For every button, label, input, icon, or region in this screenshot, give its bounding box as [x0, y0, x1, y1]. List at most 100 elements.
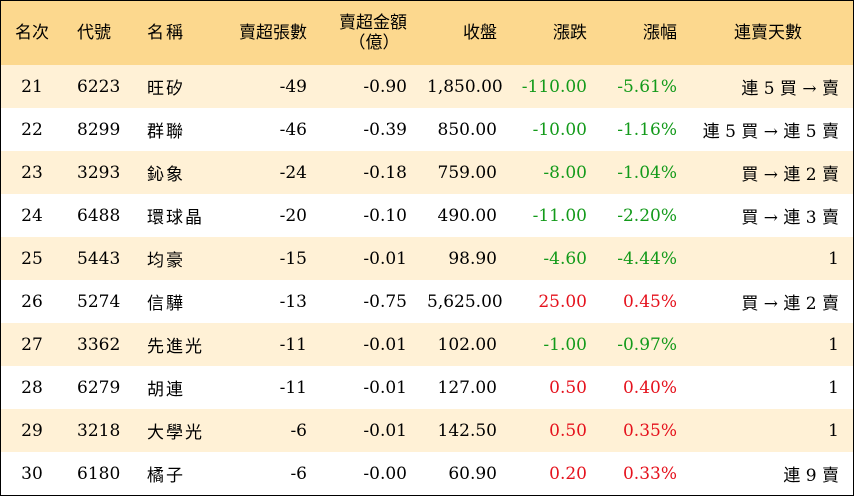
change-cell: 0.20 [549, 463, 587, 484]
sell-lots-cell: -46 [279, 119, 307, 140]
change-pct-cell: 0.40% [622, 377, 677, 398]
table-row: 28 6279 胡連 -11 -0.01 127.00 0.50 0.40% 1 [1, 366, 853, 409]
close-cell: 490.00 [437, 205, 497, 226]
header-sell-lots: 賣超張數 [239, 23, 307, 43]
sell-amount-cell: -0.01 [363, 248, 407, 269]
close-cell: 98.90 [448, 248, 497, 269]
close-cell: 5,625.00 [427, 291, 503, 312]
name-cell: 大學光 [147, 423, 204, 443]
sell-lots-cell: -6 [290, 463, 307, 484]
header-change: 漲跌 [553, 23, 587, 43]
change-cell: 0.50 [549, 420, 587, 441]
streak-cell: 1 [828, 248, 839, 269]
sell-lots-cell: -49 [279, 76, 307, 97]
change-pct-cell: 0.35% [622, 420, 677, 441]
rank-cell: 22 [21, 119, 43, 140]
header-sell-amount-line2: （億） [348, 33, 400, 53]
code-cell: 5443 [77, 248, 121, 269]
code-cell: 3293 [77, 162, 121, 183]
code-cell: 6488 [77, 205, 121, 226]
streak-cell: 連 9 賣 [783, 466, 839, 486]
sell-lots-cell: -6 [290, 420, 307, 441]
header-name: 名稱 [147, 23, 185, 43]
rank-cell: 23 [21, 162, 43, 183]
change-cell: -11.00 [532, 205, 587, 226]
rank-cell: 30 [21, 463, 43, 484]
code-cell: 6180 [77, 463, 121, 484]
rank-cell: 29 [21, 420, 43, 441]
table-row: 29 3218 大學光 -6 -0.01 142.50 0.50 0.35% 1 [1, 409, 853, 452]
name-cell: 群聯 [147, 122, 185, 142]
name-cell: 旺矽 [147, 79, 185, 99]
streak-cell: 1 [828, 334, 839, 355]
change-cell: 0.50 [549, 377, 587, 398]
rank-cell: 25 [21, 248, 43, 269]
change-pct-cell: 0.45% [622, 291, 677, 312]
change-cell: -1.00 [543, 334, 587, 355]
sell-lots-cell: -20 [279, 205, 307, 226]
header-change-pct: 漲幅 [643, 23, 677, 43]
streak-cell: 買 → 連 3 賣 [741, 208, 839, 228]
rank-cell: 21 [21, 76, 43, 97]
change-pct-cell: 0.33% [622, 463, 677, 484]
sell-amount-cell: -0.01 [363, 334, 407, 355]
header-rank: 名次 [15, 23, 49, 43]
code-cell: 6223 [77, 76, 121, 97]
streak-cell: 1 [828, 420, 839, 441]
close-cell: 60.90 [448, 463, 497, 484]
sell-amount-cell: -0.75 [363, 291, 407, 312]
name-cell: 先進光 [147, 337, 204, 357]
name-cell: 胡連 [147, 380, 185, 400]
name-cell: 橘子 [147, 466, 185, 486]
close-cell: 1,850.00 [427, 76, 503, 97]
change-pct-cell: -1.04% [617, 162, 677, 183]
sell-lots-cell: -13 [279, 291, 307, 312]
sell-amount-cell: -0.39 [363, 119, 407, 140]
name-cell: 信驊 [147, 294, 185, 314]
change-pct-cell: -5.61% [617, 76, 677, 97]
close-cell: 102.00 [437, 334, 497, 355]
sell-amount-cell: -0.90 [363, 76, 407, 97]
table-header-row: 名次 代號 名稱 賣超張數 賣超金額 （億） 收盤 漲跌 漲幅 連賣天數 [1, 1, 853, 65]
rank-cell: 26 [21, 291, 43, 312]
table-row: 21 6223 旺矽 -49 -0.90 1,850.00 -110.00 -5.61% 連 5… [1, 65, 853, 108]
sell-lots-cell: -11 [279, 334, 307, 355]
header-close: 收盤 [463, 23, 497, 43]
close-cell: 759.00 [437, 162, 497, 183]
table-row: 30 6180 橘子 -6 -0.00 60.90 0.20 0.33% 連 9 賣 [1, 452, 853, 495]
table-row: 27 3362 先進光 -11 -0.01 102.00 -1.00 -0.97% 1 [1, 323, 853, 366]
sell-lots-cell: -11 [279, 377, 307, 398]
table-body: 21 6223 旺矽 -49 -0.90 1,850.00 -110.00 -5.61% 連 5… [1, 65, 853, 495]
sell-lots-cell: -24 [279, 162, 307, 183]
streak-cell: 買 → 連 2 賣 [741, 165, 839, 185]
rank-cell: 28 [21, 377, 43, 398]
change-cell: 25.00 [538, 291, 587, 312]
table-row: 23 3293 鈊象 -24 -0.18 759.00 -8.00 -1.04% 買 → 連 2… [1, 151, 853, 194]
table-row: 22 8299 群聯 -46 -0.39 850.00 -10.00 -1.16% 連 5 買 … [1, 108, 853, 151]
table-row: 24 6488 環球晶 -20 -0.10 490.00 -11.00 -2.20% 買 → 連… [1, 194, 853, 237]
sell-amount-cell: -0.10 [363, 205, 407, 226]
header-sell-amount: 賣超金額 （億） [317, 1, 417, 65]
streak-cell: 連 5 買 → 賣 [741, 79, 839, 99]
sell-amount-cell: -0.01 [363, 377, 407, 398]
code-cell: 3218 [77, 420, 121, 441]
code-cell: 6279 [77, 377, 121, 398]
rank-cell: 24 [21, 205, 43, 226]
close-cell: 142.50 [437, 420, 497, 441]
close-cell: 127.00 [437, 377, 497, 398]
streak-cell: 連 5 買 → 連 5 賣 [702, 122, 839, 142]
change-cell: -8.00 [543, 162, 587, 183]
code-cell: 5274 [77, 291, 121, 312]
name-cell: 環球晶 [147, 208, 204, 228]
header-sell-amount-line1: 賣超金額 [339, 13, 407, 33]
streak-cell: 買 → 連 2 賣 [741, 294, 839, 314]
sell-amount-cell: -0.01 [363, 420, 407, 441]
change-cell: -4.60 [543, 248, 587, 269]
change-cell: -110.00 [521, 76, 587, 97]
sell-amount-cell: -0.00 [363, 463, 407, 484]
table-row: 25 5443 均豪 -15 -0.01 98.90 -4.60 -4.44% 1 [1, 237, 853, 280]
sell-amount-cell: -0.18 [363, 162, 407, 183]
change-pct-cell: -0.97% [617, 334, 677, 355]
